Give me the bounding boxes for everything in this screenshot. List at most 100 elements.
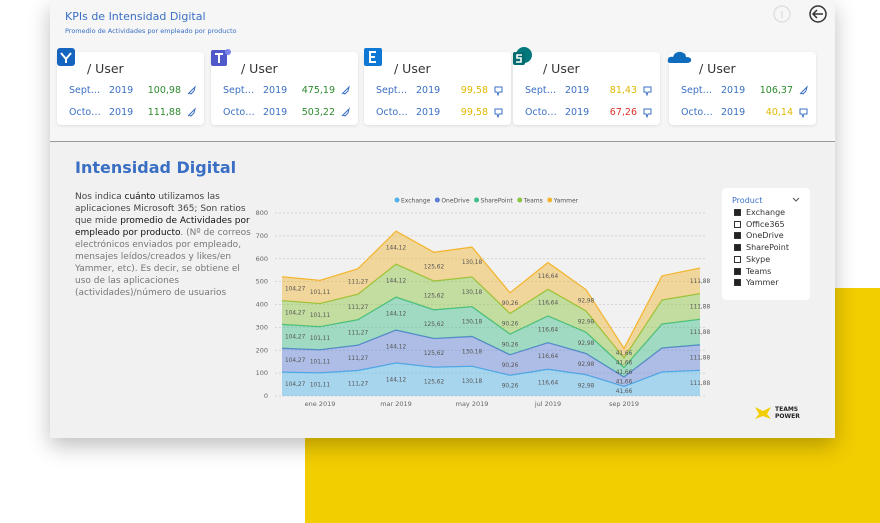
data-label: 104,27 (285, 311, 306, 317)
data-label: 41,66 (616, 351, 633, 357)
month: Octo… (69, 107, 101, 118)
card-row: Sept… 2019 475,19 (223, 85, 353, 99)
card-row: Octo… 2019 111,88 (69, 107, 199, 121)
dropdown-chevron[interactable] (792, 197, 800, 203)
filter-item[interactable]: SharePoint (734, 243, 789, 252)
checkbox (734, 244, 741, 252)
filter-item[interactable]: Office365 (734, 220, 785, 229)
logo-text: TEAMS POWER (775, 406, 800, 420)
app-icon (57, 48, 75, 66)
status-glyph (799, 108, 808, 118)
data-label: 101,11 (310, 359, 331, 365)
status-icon (494, 108, 503, 118)
filter-item[interactable]: OneDrive (734, 231, 784, 240)
description-part: cuánto (124, 192, 156, 202)
description-part: . (Nº de correos electrónicos enviados p… (75, 228, 251, 298)
data-label: 104,27 (285, 287, 306, 293)
legend-swatch (474, 197, 480, 203)
month: Octo… (376, 107, 408, 118)
info-button[interactable] (773, 5, 791, 23)
filter-label: Teams (746, 266, 772, 276)
data-label: 101,11 (310, 290, 331, 296)
month: Octo… (223, 107, 255, 118)
filter-label: OneDrive (746, 231, 784, 241)
card-row: Octo… 2019 503,22 (223, 107, 353, 121)
data-label: 101,11 (310, 336, 331, 342)
year: 2019 (263, 107, 288, 118)
data-label: 144,12 (386, 378, 407, 384)
data-label: 130,18 (462, 320, 483, 326)
data-label: 111,27 (348, 305, 369, 311)
area-fill (282, 297, 700, 377)
status-icon (643, 86, 652, 96)
kpi-value: 475,19 (301, 85, 335, 96)
card-row: Sept… 2019 99,58 (376, 85, 506, 99)
card-label: / User (394, 61, 431, 76)
x-tick-label: mar 2019 (380, 400, 412, 408)
area-line (281, 296, 701, 369)
checkbox (734, 255, 741, 263)
data-label: 92,98 (578, 383, 595, 389)
checkbox (734, 232, 741, 240)
status-icon (643, 108, 652, 118)
data-label: 92,98 (578, 341, 595, 347)
year: 2019 (721, 85, 746, 96)
card-label: / User (87, 61, 124, 76)
legend-swatch (547, 197, 553, 203)
data-label: 111,88 (690, 330, 711, 336)
description-part: utilizamos las aplicaciones Microsoft 36… (75, 192, 246, 226)
kpi-card: / User Sept… 2019 100,98 Octo… 2019 111,88 (57, 48, 204, 125)
y-tick-label: 700 (256, 232, 268, 240)
filter-item[interactable]: Skype (734, 255, 770, 264)
app-icon-bg (57, 48, 75, 66)
app-icon-glyph (369, 51, 376, 63)
year: 2019 (263, 85, 288, 96)
filter-item[interactable]: Yammer (734, 278, 778, 287)
y-tick-label: 800 (256, 209, 268, 217)
data-label: 111,27 (348, 330, 369, 336)
data-label: 116,64 (538, 301, 559, 307)
area-line (281, 362, 701, 388)
dashboard: KPIs de Intensidad Digital Promedio de A… (50, 0, 835, 438)
kpi-value: 40,14 (765, 107, 793, 118)
kpi-card: / User Sept… 2019 99,58 Octo… 2019 99,58 (364, 48, 511, 125)
description: Nos indica cuánto utilizamos las aplicac… (75, 191, 255, 299)
app-icon-glyph (60, 52, 72, 63)
kpi-card: / User Sept… 2019 106,37 Octo… 2019 40,14 (667, 51, 816, 125)
year: 2019 (721, 107, 746, 118)
data-label: 90,26 (502, 301, 519, 307)
filter-item[interactable]: Teams (734, 267, 771, 276)
filter-item[interactable]: Exchange (734, 208, 785, 217)
data-label: 125,62 (424, 351, 445, 357)
data-label: 144,12 (386, 246, 407, 252)
status-icon (799, 108, 808, 118)
year: 2019 (416, 107, 441, 118)
app-icon (667, 51, 692, 63)
logo-icon (755, 407, 771, 419)
data-label: 104,27 (285, 334, 306, 340)
filter-title: Product (732, 196, 763, 205)
legend-swatch (517, 197, 523, 203)
data-label: 90,26 (502, 363, 519, 369)
data-label: 92,98 (578, 320, 595, 326)
data-label: 125,62 (424, 322, 445, 328)
data-label: 41,66 (616, 361, 633, 367)
year: 2019 (109, 107, 134, 118)
area-line (281, 230, 701, 350)
status-glyph (643, 108, 652, 118)
year: 2019 (109, 85, 134, 96)
legend-label: SharePoint (481, 198, 514, 205)
area-line (281, 263, 701, 359)
legend-label: OneDrive (441, 198, 470, 205)
data-label: 130,18 (462, 260, 483, 266)
year: 2019 (565, 107, 590, 118)
month: Octo… (681, 107, 713, 118)
data-label: 111,88 (690, 381, 711, 387)
data-label: 130,18 (462, 349, 483, 355)
card-row: Octo… 2019 67,26 (525, 107, 655, 121)
card-row: Sept… 2019 100,98 (69, 85, 199, 99)
kpi-value: 111,88 (147, 107, 181, 118)
product-filter: Product Exchange Office365 OneDrive SharePo… (722, 188, 810, 300)
subtitle: Promedio de Actividades por empleado por… (65, 27, 237, 35)
back-button[interactable] (809, 5, 827, 23)
